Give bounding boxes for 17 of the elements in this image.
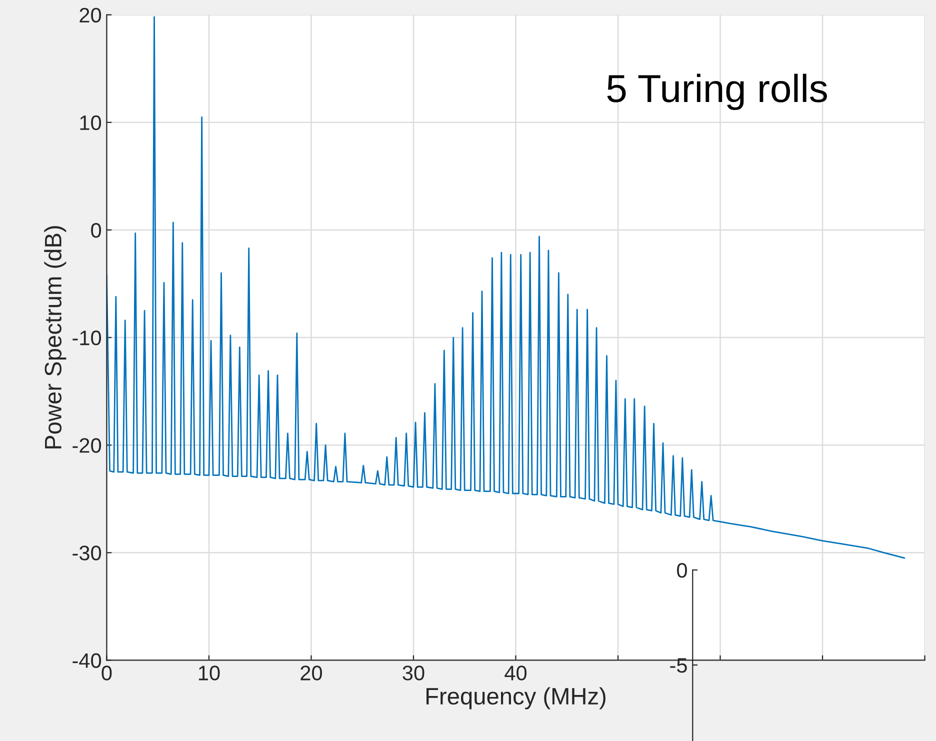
y-tick-label: 10 xyxy=(80,115,102,130)
y-tick-label: -40 xyxy=(72,653,102,668)
y-axis-title: Power Spectrum (dB) xyxy=(44,226,66,448)
y-tick-label: -30 xyxy=(72,546,102,560)
x-tick-label: 10 xyxy=(198,666,220,680)
x-tick-label: 20 xyxy=(300,666,322,680)
x-tick-label: 30 xyxy=(402,666,424,680)
line-series xyxy=(106,16,906,559)
x-tick-label: 40 xyxy=(504,666,527,680)
x-axis-title: Frequency (MHz) xyxy=(426,687,606,710)
y-tick-label: -20 xyxy=(72,438,102,453)
y-tick-label: 20 xyxy=(80,8,102,23)
y-tick-label: -10 xyxy=(72,330,102,346)
y-tick-label: 0 xyxy=(91,222,102,238)
x-tick-label: 0 xyxy=(102,666,112,680)
y-tick-label: -5 xyxy=(670,658,687,673)
annotation: 5 Turing rolls xyxy=(607,74,827,110)
